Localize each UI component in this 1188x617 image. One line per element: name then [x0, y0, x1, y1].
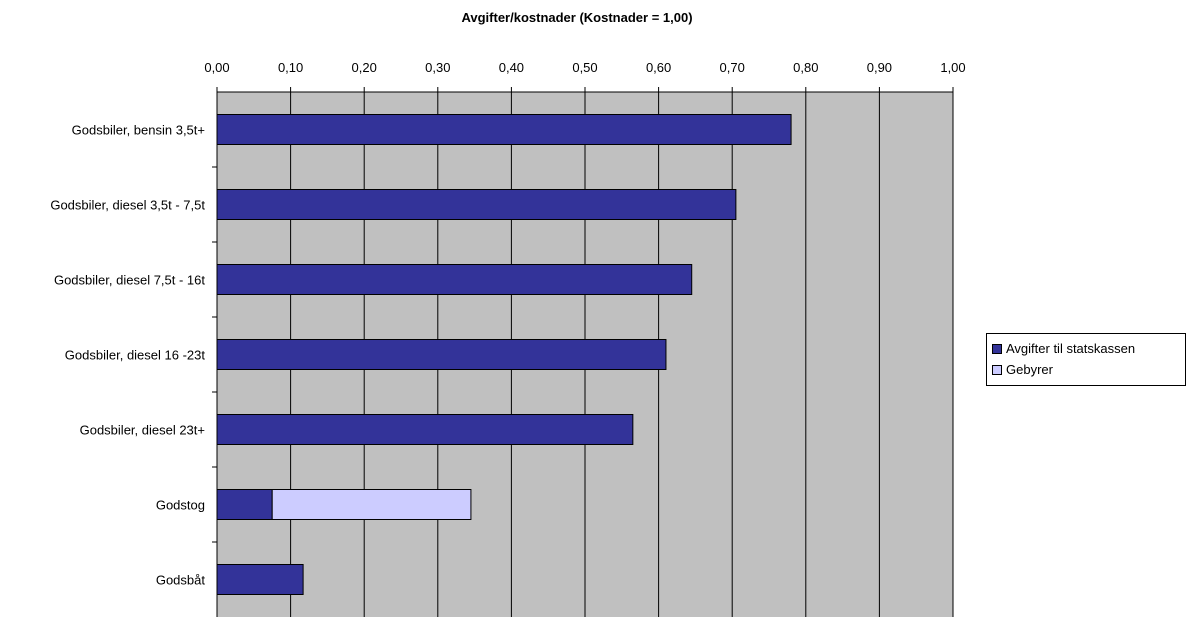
bar-series-1: [216, 489, 273, 520]
category-label: Godsbiler, diesel 7,5t - 16t: [54, 273, 205, 288]
bar-series-1: [216, 414, 634, 445]
legend-label-series-2: Gebyrer: [1006, 362, 1053, 377]
x-axis-ticks: 0,00 0,10 0,20 0,30 0,40 0,50 0,60 0,70 0,80 0,90…: [204, 60, 966, 92]
legend: Avgifter til statskassen Gebyrer: [986, 333, 1186, 386]
category-label: Godsbiler, diesel 16 -23t: [65, 348, 206, 363]
x-tick-label: 0,40: [499, 60, 524, 75]
x-tick-label: 0,90: [867, 60, 892, 75]
category-label: Godstog: [156, 498, 205, 513]
bar-series-2: [271, 489, 472, 520]
x-tick-label: 1,00: [940, 60, 965, 75]
category-labels: Godsbiler, bensin 3,5t+ Godsbiler, diesel…: [50, 123, 217, 588]
category-label: Godsbåt: [156, 573, 206, 588]
x-tick-label: 0,10: [278, 60, 303, 75]
legend-swatch-series-2: [992, 364, 1002, 375]
category-label: Godsbiler, diesel 3,5t - 7,5t: [50, 198, 205, 213]
legend-swatch-series-1: [992, 343, 1002, 354]
x-tick-label: 0,50: [572, 60, 597, 75]
x-tick-label: 0,80: [793, 60, 818, 75]
category-label: Godsbiler, diesel 23t+: [80, 423, 205, 438]
x-tick-label: 0,70: [720, 60, 745, 75]
x-tick-label: 0,20: [352, 60, 377, 75]
x-tick-label: 0,30: [425, 60, 450, 75]
legend-item-series-2: Gebyrer: [992, 359, 1185, 380]
category-label: Godsbiler, bensin 3,5t+: [72, 123, 205, 138]
bar-series-1: [216, 339, 667, 370]
legend-item-series-1: Avgifter til statskassen: [992, 338, 1185, 359]
bar-series-1: [216, 564, 304, 595]
legend-label-series-1: Avgifter til statskassen: [1006, 341, 1136, 356]
chart-title: Avgifter/kostnader (Kostnader = 1,00): [461, 10, 692, 25]
x-tick-label: 0,00: [204, 60, 229, 75]
x-tick-label: 0,60: [646, 60, 671, 75]
bar-series-1: [216, 264, 693, 295]
bar-series-1: [216, 114, 792, 145]
bar-series-1: [216, 189, 737, 220]
bars: [216, 114, 792, 595]
